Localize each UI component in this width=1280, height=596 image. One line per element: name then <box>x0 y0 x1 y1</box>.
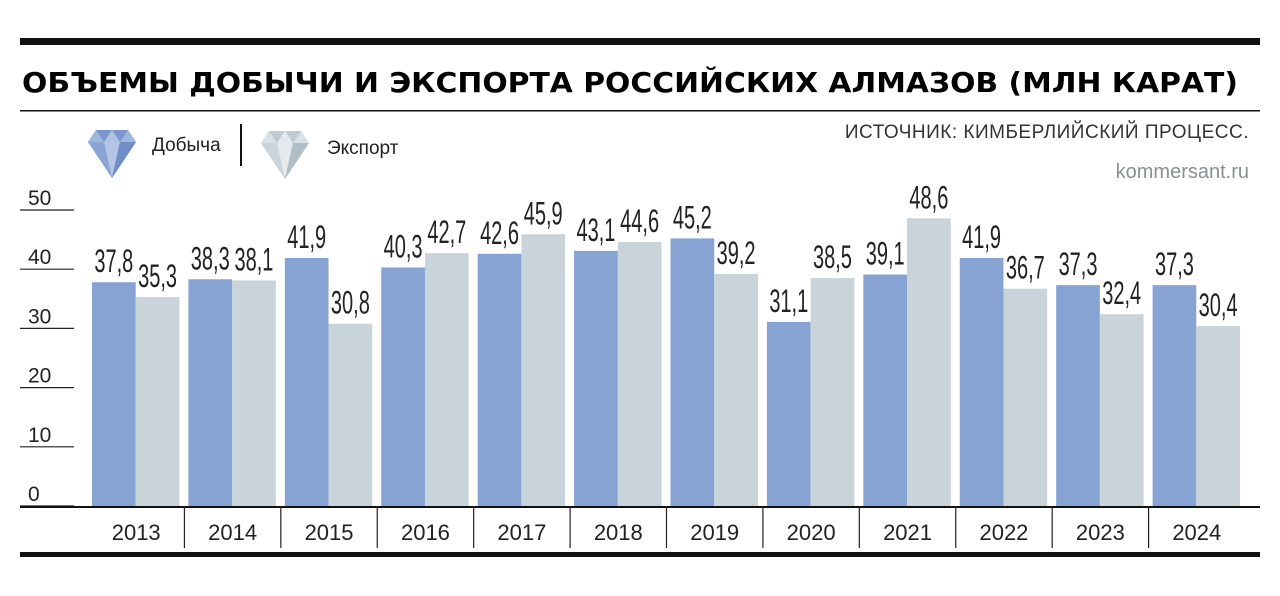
data-label: 38,3 <box>191 240 230 276</box>
bar-production-2021 <box>863 274 908 506</box>
data-label: 38,5 <box>813 239 852 275</box>
y-tick-label: 0 <box>28 483 40 506</box>
x-tick-label: 2018 <box>594 520 643 545</box>
data-label: 42,7 <box>427 214 466 250</box>
x-tick-label: 2017 <box>497 520 546 545</box>
bars <box>92 218 1240 506</box>
data-label: 40,3 <box>384 229 423 265</box>
bar-export-2013 <box>135 297 180 506</box>
bar-production-2015 <box>284 257 329 506</box>
bar-production-2018 <box>574 250 618 506</box>
diamond-icon <box>261 131 309 179</box>
data-label: 39,1 <box>866 236 905 272</box>
x-tick-label: 2024 <box>1172 520 1221 545</box>
top-rule <box>20 38 1260 45</box>
data-label: 37,3 <box>1155 246 1194 282</box>
y-tick-label: 30 <box>28 305 51 328</box>
data-label: 45,2 <box>673 200 712 236</box>
bar-export-2019 <box>714 273 758 506</box>
data-label: 37,3 <box>1059 246 1098 282</box>
bar-export-2021 <box>907 218 951 506</box>
data-label: 30,4 <box>1199 287 1238 323</box>
data-label: 38,1 <box>235 242 274 278</box>
data-label: 44,6 <box>620 203 659 239</box>
bar-export-2022 <box>1003 288 1048 506</box>
diamond-icon <box>88 130 136 178</box>
bar-production-2024 <box>1152 285 1197 506</box>
x-tick-label: 2014 <box>208 520 257 545</box>
chart-title: ОБЪЕМЫ ДОБЫЧИ И ЭКСПОРТА РОССИЙСКИХ АЛМА… <box>22 65 1238 99</box>
legend-item-export: Экспорт <box>261 131 399 179</box>
bar-production-2022 <box>959 257 1004 506</box>
bar-production-2020 <box>766 321 811 506</box>
bar-production-2013 <box>92 282 136 506</box>
y-tick-label: 40 <box>28 246 51 269</box>
data-label: 45,9 <box>524 195 563 231</box>
y-axis: 0 10 20 30 40 50 <box>20 187 74 507</box>
data-label: 41,9 <box>962 219 1001 255</box>
x-tick-label: 2020 <box>787 520 836 545</box>
data-label: 35,3 <box>138 258 177 294</box>
data-labels: 37,8 35,3 38,3 38,141,930,840,3 42,7 42,645,9… <box>94 179 1237 323</box>
site-credit: kommersant.ru <box>1116 161 1249 183</box>
data-label: 42,6 <box>480 215 519 251</box>
x-tick-label: 2016 <box>401 520 450 545</box>
x-tick-label: 2022 <box>979 520 1028 545</box>
data-label: 36,7 <box>1006 250 1045 286</box>
data-label: 30,8 <box>331 285 370 321</box>
bottom-rule <box>20 552 1260 557</box>
bar-production-2019 <box>670 238 715 506</box>
bar-export-2014 <box>232 280 276 506</box>
x-tick-label: 2015 <box>305 520 354 545</box>
x-tick-label: 2019 <box>690 520 739 545</box>
legend-label-production: Добыча <box>152 135 221 156</box>
bar-export-2016 <box>424 253 469 506</box>
x-tick-label: 2021 <box>883 520 932 545</box>
bar-export-2018 <box>617 241 662 506</box>
bar-production-2017 <box>477 253 522 506</box>
legend-label-export: Экспорт <box>327 138 399 159</box>
legend: Добыча Экспорт <box>88 124 399 179</box>
data-label: 39,2 <box>717 235 756 271</box>
data-label: 37,8 <box>94 243 133 279</box>
bar-export-2024 <box>1196 326 1240 506</box>
bar-export-2015 <box>328 323 373 506</box>
x-tick-label: 2013 <box>112 520 161 545</box>
source-note: ИСТОЧНИК: КИМБЕРЛИЙСКИЙ ПРОЦЕСС. <box>845 121 1249 143</box>
data-label: 32,4 <box>1102 275 1141 311</box>
bar-production-2016 <box>381 267 425 506</box>
data-label: 43,1 <box>576 212 615 248</box>
y-tick-label: 10 <box>28 424 51 447</box>
bar-export-2020 <box>810 278 855 506</box>
bar-production-2023 <box>1056 285 1100 506</box>
bar-export-2023 <box>1099 314 1144 506</box>
data-label: 48,6 <box>909 179 948 215</box>
data-label: 31,1 <box>769 283 808 319</box>
y-tick-label: 50 <box>28 187 51 210</box>
bar-export-2017 <box>521 234 566 506</box>
x-tick-label: 2023 <box>1076 520 1125 545</box>
legend-item-production: Добыча <box>88 130 221 178</box>
title-rule <box>20 110 1260 112</box>
bar-production-2014 <box>188 279 233 506</box>
y-tick-label: 20 <box>28 365 51 388</box>
legend-divider <box>240 124 242 166</box>
data-label: 41,9 <box>287 219 326 255</box>
x-axis: 2013 2014 2015 2016 2017 2018 2019 2020 2021 2022… <box>20 506 1260 548</box>
